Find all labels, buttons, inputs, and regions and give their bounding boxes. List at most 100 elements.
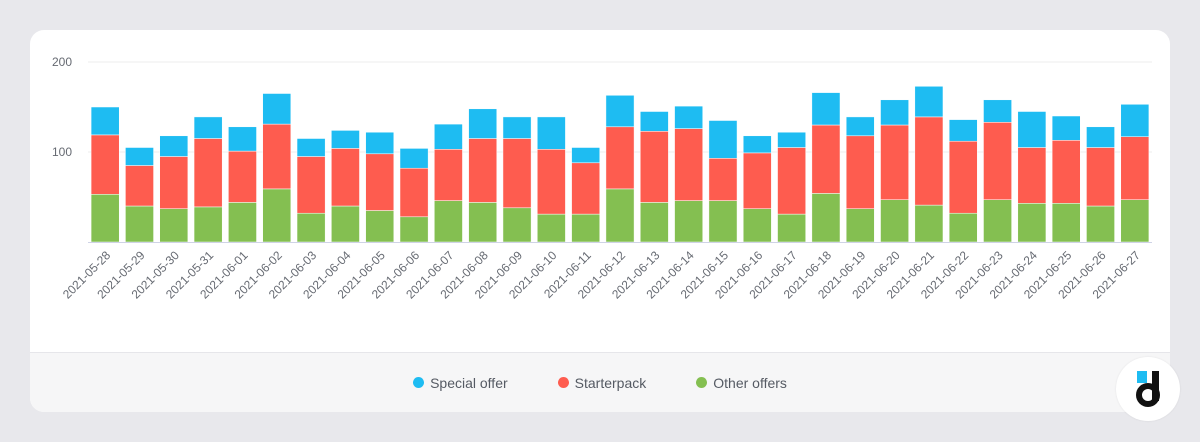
bar-other-offers[interactable]	[1120, 199, 1150, 243]
bar-starterpack[interactable]	[331, 148, 360, 207]
bar-starterpack[interactable]	[1017, 147, 1047, 204]
bar-starterpack[interactable]	[228, 150, 257, 203]
bar-special-offer[interactable]	[262, 93, 292, 125]
bar-special-offer[interactable]	[605, 95, 635, 128]
bar-other-offers[interactable]	[777, 213, 806, 243]
bar-other-offers[interactable]	[399, 216, 429, 243]
bar-special-offer[interactable]	[365, 131, 395, 155]
bar-starterpack[interactable]	[262, 123, 292, 190]
bar-starterpack[interactable]	[365, 153, 395, 211]
bar-starterpack[interactable]	[502, 138, 532, 209]
bar-special-offer[interactable]	[640, 111, 669, 132]
bar-other-offers[interactable]	[1017, 203, 1047, 243]
bar-other-offers[interactable]	[811, 193, 841, 243]
bar-special-offer[interactable]	[1051, 115, 1081, 141]
bar-starterpack[interactable]	[399, 167, 429, 218]
legend-label: Starterpack	[574, 374, 647, 391]
bar-starterpack[interactable]	[983, 122, 1012, 200]
bar-other-offers[interactable]	[1051, 203, 1081, 243]
bar-other-offers[interactable]	[125, 205, 154, 243]
bar-other-offers[interactable]	[90, 194, 120, 243]
bar-special-offer[interactable]	[399, 148, 429, 169]
bar-other-offers[interactable]	[640, 202, 669, 243]
bar-special-offer[interactable]	[811, 92, 841, 126]
bar-other-offers[interactable]	[1086, 205, 1115, 243]
bar-special-offer[interactable]	[90, 106, 120, 136]
legend-label: Special offer	[430, 374, 508, 391]
bar-special-offer[interactable]	[537, 116, 566, 150]
bar-special-offer[interactable]	[674, 105, 703, 129]
bar-starterpack[interactable]	[571, 162, 600, 215]
bar-other-offers[interactable]	[742, 208, 772, 243]
logo-d-icon	[1136, 371, 1160, 407]
bar-other-offers[interactable]	[159, 208, 189, 243]
bar-other-offers[interactable]	[296, 212, 326, 243]
legend-item-starterpack[interactable]: Starterpack	[557, 374, 647, 391]
bar-other-offers[interactable]	[365, 210, 395, 243]
bar-special-offer[interactable]	[434, 123, 463, 150]
bar-special-offer[interactable]	[742, 135, 772, 154]
bar-special-offer[interactable]	[468, 108, 498, 139]
bar-special-offer[interactable]	[845, 116, 875, 137]
bar-starterpack[interactable]	[468, 138, 498, 203]
bar-starterpack[interactable]	[605, 126, 635, 190]
bar-starterpack[interactable]	[434, 149, 463, 201]
bar-starterpack[interactable]	[193, 138, 223, 208]
legend-item-special-offer[interactable]: Special offer	[413, 375, 508, 391]
bar-special-offer[interactable]	[914, 86, 944, 118]
bar-special-offer[interactable]	[193, 116, 223, 139]
bar-special-offer[interactable]	[948, 119, 978, 142]
bar-special-offer[interactable]	[296, 138, 326, 157]
legend-item-other-offers[interactable]: Other offers	[696, 375, 787, 391]
bar-special-offer[interactable]	[125, 147, 154, 166]
bar-special-offer[interactable]	[777, 131, 806, 148]
bar-other-offers[interactable]	[605, 188, 635, 243]
bar-other-offers[interactable]	[193, 206, 223, 243]
bar-other-offers[interactable]	[228, 202, 257, 243]
bar-special-offer[interactable]	[502, 116, 532, 139]
bar-starterpack[interactable]	[880, 124, 909, 200]
bar-other-offers[interactable]	[845, 208, 875, 243]
bar-starterpack[interactable]	[90, 134, 120, 195]
bar-special-offer[interactable]	[1086, 126, 1115, 148]
bar-other-offers[interactable]	[674, 200, 703, 243]
bar-other-offers[interactable]	[914, 204, 944, 243]
bar-other-offers[interactable]	[537, 213, 566, 243]
bar-special-offer[interactable]	[228, 126, 257, 152]
bar-special-offer[interactable]	[571, 147, 600, 164]
bar-other-offers[interactable]	[948, 212, 978, 243]
bar-starterpack[interactable]	[296, 156, 326, 214]
bar-special-offer[interactable]	[1120, 104, 1150, 137]
bar-starterpack[interactable]	[1051, 140, 1081, 204]
bar-other-offers[interactable]	[880, 199, 909, 243]
bar-starterpack[interactable]	[537, 149, 566, 215]
bar-special-offer[interactable]	[331, 130, 360, 149]
bar-other-offers[interactable]	[708, 200, 738, 243]
bar-starterpack[interactable]	[914, 116, 944, 206]
bar-starterpack[interactable]	[948, 140, 978, 214]
bar-starterpack[interactable]	[674, 128, 703, 201]
bar-other-offers[interactable]	[571, 213, 600, 243]
bar-other-offers[interactable]	[468, 202, 498, 243]
bar-starterpack[interactable]	[640, 131, 669, 203]
bar-special-offer[interactable]	[880, 99, 909, 126]
bar-starterpack[interactable]	[125, 165, 154, 207]
bar-other-offers[interactable]	[983, 199, 1012, 243]
bar-special-offer[interactable]	[1017, 111, 1047, 148]
bar-starterpack[interactable]	[708, 158, 738, 201]
bar-other-offers[interactable]	[331, 205, 360, 243]
bar-special-offer[interactable]	[159, 135, 189, 157]
bar-starterpack[interactable]	[845, 135, 875, 209]
bar-special-offer[interactable]	[983, 99, 1012, 123]
bar-other-offers[interactable]	[262, 188, 292, 243]
bar-starterpack[interactable]	[777, 147, 806, 215]
bar-starterpack[interactable]	[742, 152, 772, 209]
bar-starterpack[interactable]	[811, 124, 841, 194]
bar-other-offers[interactable]	[502, 207, 532, 243]
devtodev-logo-icon[interactable]	[1116, 357, 1180, 421]
bar-starterpack[interactable]	[159, 156, 189, 209]
bar-starterpack[interactable]	[1086, 147, 1115, 207]
bar-starterpack[interactable]	[1120, 136, 1150, 200]
bar-other-offers[interactable]	[434, 200, 463, 243]
bar-special-offer[interactable]	[708, 120, 738, 159]
